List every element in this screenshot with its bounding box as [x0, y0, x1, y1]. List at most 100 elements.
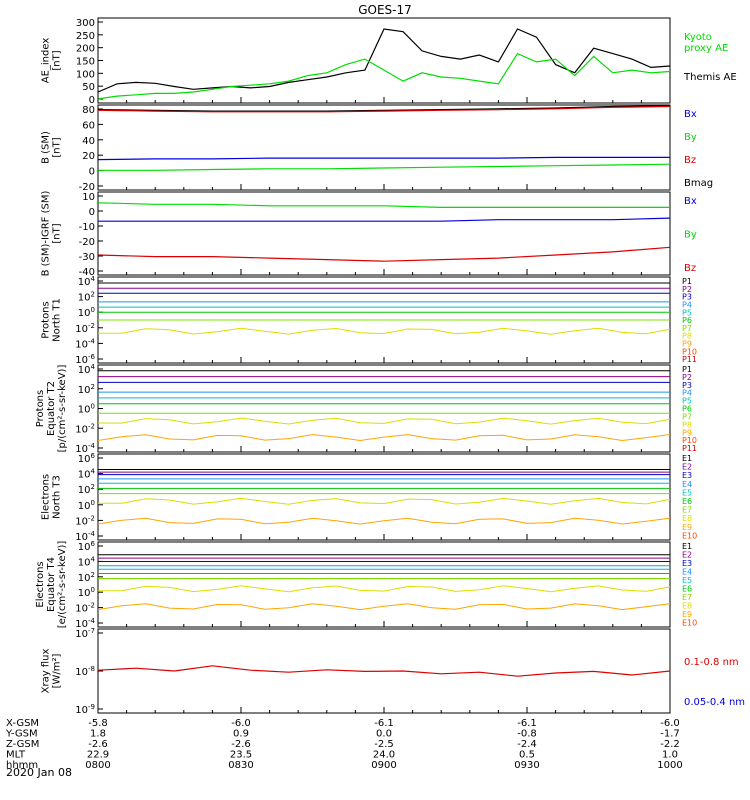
legend-label: E8: [682, 602, 692, 611]
y-tick-label: 0: [89, 167, 95, 178]
legend-label: Bmag: [684, 178, 713, 189]
x-row-label: X-GSM: [6, 718, 39, 729]
y-tick-label: 250: [76, 31, 95, 42]
channel-line: [97, 417, 671, 425]
y-tick-label: 100: [78, 403, 95, 416]
series-line: [97, 52, 671, 100]
y-axis-label: ProtonsNorth T1: [41, 298, 63, 342]
legend-label: P5: [682, 308, 692, 317]
legend-label: 0.1-0.8 nm: [684, 657, 739, 668]
legend-label: E5: [682, 488, 692, 497]
legend-label: Themis AE: [683, 72, 737, 83]
legend-label: P11: [682, 444, 697, 453]
panel-4: ProtonsNorth T1 104 102 100 10-2 10-4 10-6 P1P2…: [41, 275, 698, 366]
y-tick-label: 10-6: [75, 353, 95, 366]
series-line: [97, 665, 671, 677]
date-label: 2020 Jan 08: [6, 766, 72, 779]
legend-label: 0.05-0.4 nm: [684, 697, 745, 708]
legend-label: P3: [682, 381, 692, 390]
y-tick-label: 10-2: [75, 514, 95, 527]
x-row-value: 0.9: [233, 729, 249, 740]
y-tick-label: -40: [79, 267, 95, 278]
legend-label: P11: [682, 355, 697, 364]
legend-label: P7: [682, 412, 692, 421]
y-tick-label: 100: [78, 306, 95, 319]
y-axis-label: AE_index[nT]: [41, 38, 63, 84]
panel-frame: [97, 104, 671, 191]
legend-label: E10: [682, 531, 697, 540]
y-tick-label: 100: [78, 499, 95, 512]
legend-label: By: [684, 230, 697, 241]
y-tick-label: 10-2: [75, 602, 95, 615]
y-axis-label: ElectronsEquator T4[e/(cm²-s-sr-keV)]: [35, 541, 68, 629]
legend-label: P4: [682, 300, 692, 309]
series-line: [97, 105, 671, 112]
legend-label: E2: [682, 551, 692, 560]
panel-7: ElectronsEquator T4[e/(cm²-s-sr-keV)] 106…: [35, 540, 697, 630]
y-tick-label: 102: [78, 383, 95, 396]
legend-label: P10: [682, 436, 697, 445]
y-tick-label: 10-4: [75, 530, 95, 543]
y-tick-label: 0: [89, 207, 95, 218]
x-row-value: -2.4: [517, 739, 537, 750]
x-row-value: -2.6: [88, 739, 108, 750]
y-tick-label: 150: [76, 57, 95, 68]
y-tick-label: 10: [82, 192, 95, 203]
panel-3: B (SM)-IGRF (SM)[nT] 10 0 -10 -20 -30 -40 Bx By B…: [41, 191, 697, 278]
legend-label: Bz: [684, 263, 696, 274]
y-tick-label: 10-4: [75, 442, 95, 455]
channel-line: [97, 434, 671, 442]
y-axis-label: Xray flux[W/m²]: [41, 649, 63, 694]
channel-line: [97, 603, 671, 611]
x-axis-table: X-GSM -5.8 -6.0 -6.1 -6.1 -6.0Y-GSM 1.8 0.9 0.0-…: [5, 718, 683, 771]
legend-label: Bx: [684, 109, 697, 120]
x-row-value: -5.8: [88, 718, 108, 729]
series-line: [97, 105, 671, 113]
x-row-value: -6.1: [517, 718, 537, 729]
series-line: [98, 217, 671, 222]
legend-label: P8: [682, 332, 692, 341]
legend-label: P6: [682, 316, 692, 325]
legend-label: E9: [682, 523, 692, 532]
channel-line: [97, 517, 671, 525]
channel-line: [98, 497, 671, 505]
series-line: [97, 156, 670, 161]
y-tick-label: 10-4: [75, 617, 95, 630]
x-row-value: -0.8: [517, 729, 537, 740]
x-row-value: -2.5: [374, 739, 394, 750]
y-tick-label: 0: [89, 95, 95, 106]
x-row-value: 0900: [371, 760, 396, 771]
x-row-value: -6.1: [374, 718, 394, 729]
x-row-label: MLT: [6, 750, 26, 761]
x-row-value: 0.0: [376, 729, 392, 740]
panel-8: Xray flux[W/m²] 10-7 10-8 10-9 0.1-0.8 nm 0.0…: [41, 627, 746, 716]
chart-title: GOES-17: [358, 3, 412, 17]
x-row-value: 0800: [85, 760, 110, 771]
legend-label: P9: [682, 340, 692, 349]
x-row-label: Z-GSM: [6, 739, 39, 750]
y-tick-label: -20: [79, 182, 95, 193]
x-row-value: -6.0: [660, 718, 680, 729]
y-tick-label: 60: [82, 120, 95, 131]
y-tick-label: 104: [78, 555, 96, 568]
channel-line: [98, 327, 671, 335]
legend-label: P2: [682, 373, 692, 382]
x-row-value: 22.9: [87, 750, 109, 761]
x-row-value: 1.8: [90, 729, 106, 740]
y-axis-label: B (SM)[nT]: [41, 131, 63, 164]
y-axis-label: ElectronsNorth T3: [41, 474, 63, 520]
y-tick-label: 102: [78, 483, 95, 496]
y-tick-label: 104: [78, 275, 96, 288]
series-line: [97, 202, 670, 208]
panel-frame: [97, 364, 671, 453]
y-tick-label: 10-2: [75, 322, 95, 335]
y-tick-label: 20: [82, 151, 95, 162]
legend-label: E1: [682, 454, 692, 463]
legend-label: Bx: [684, 196, 697, 207]
x-row-label: hhmm: [6, 760, 38, 771]
x-row-value: 1.0: [662, 750, 678, 761]
legend-label: E4: [682, 568, 692, 577]
x-row-value: 24.0: [373, 750, 395, 761]
x-row-value: 0930: [514, 760, 539, 771]
